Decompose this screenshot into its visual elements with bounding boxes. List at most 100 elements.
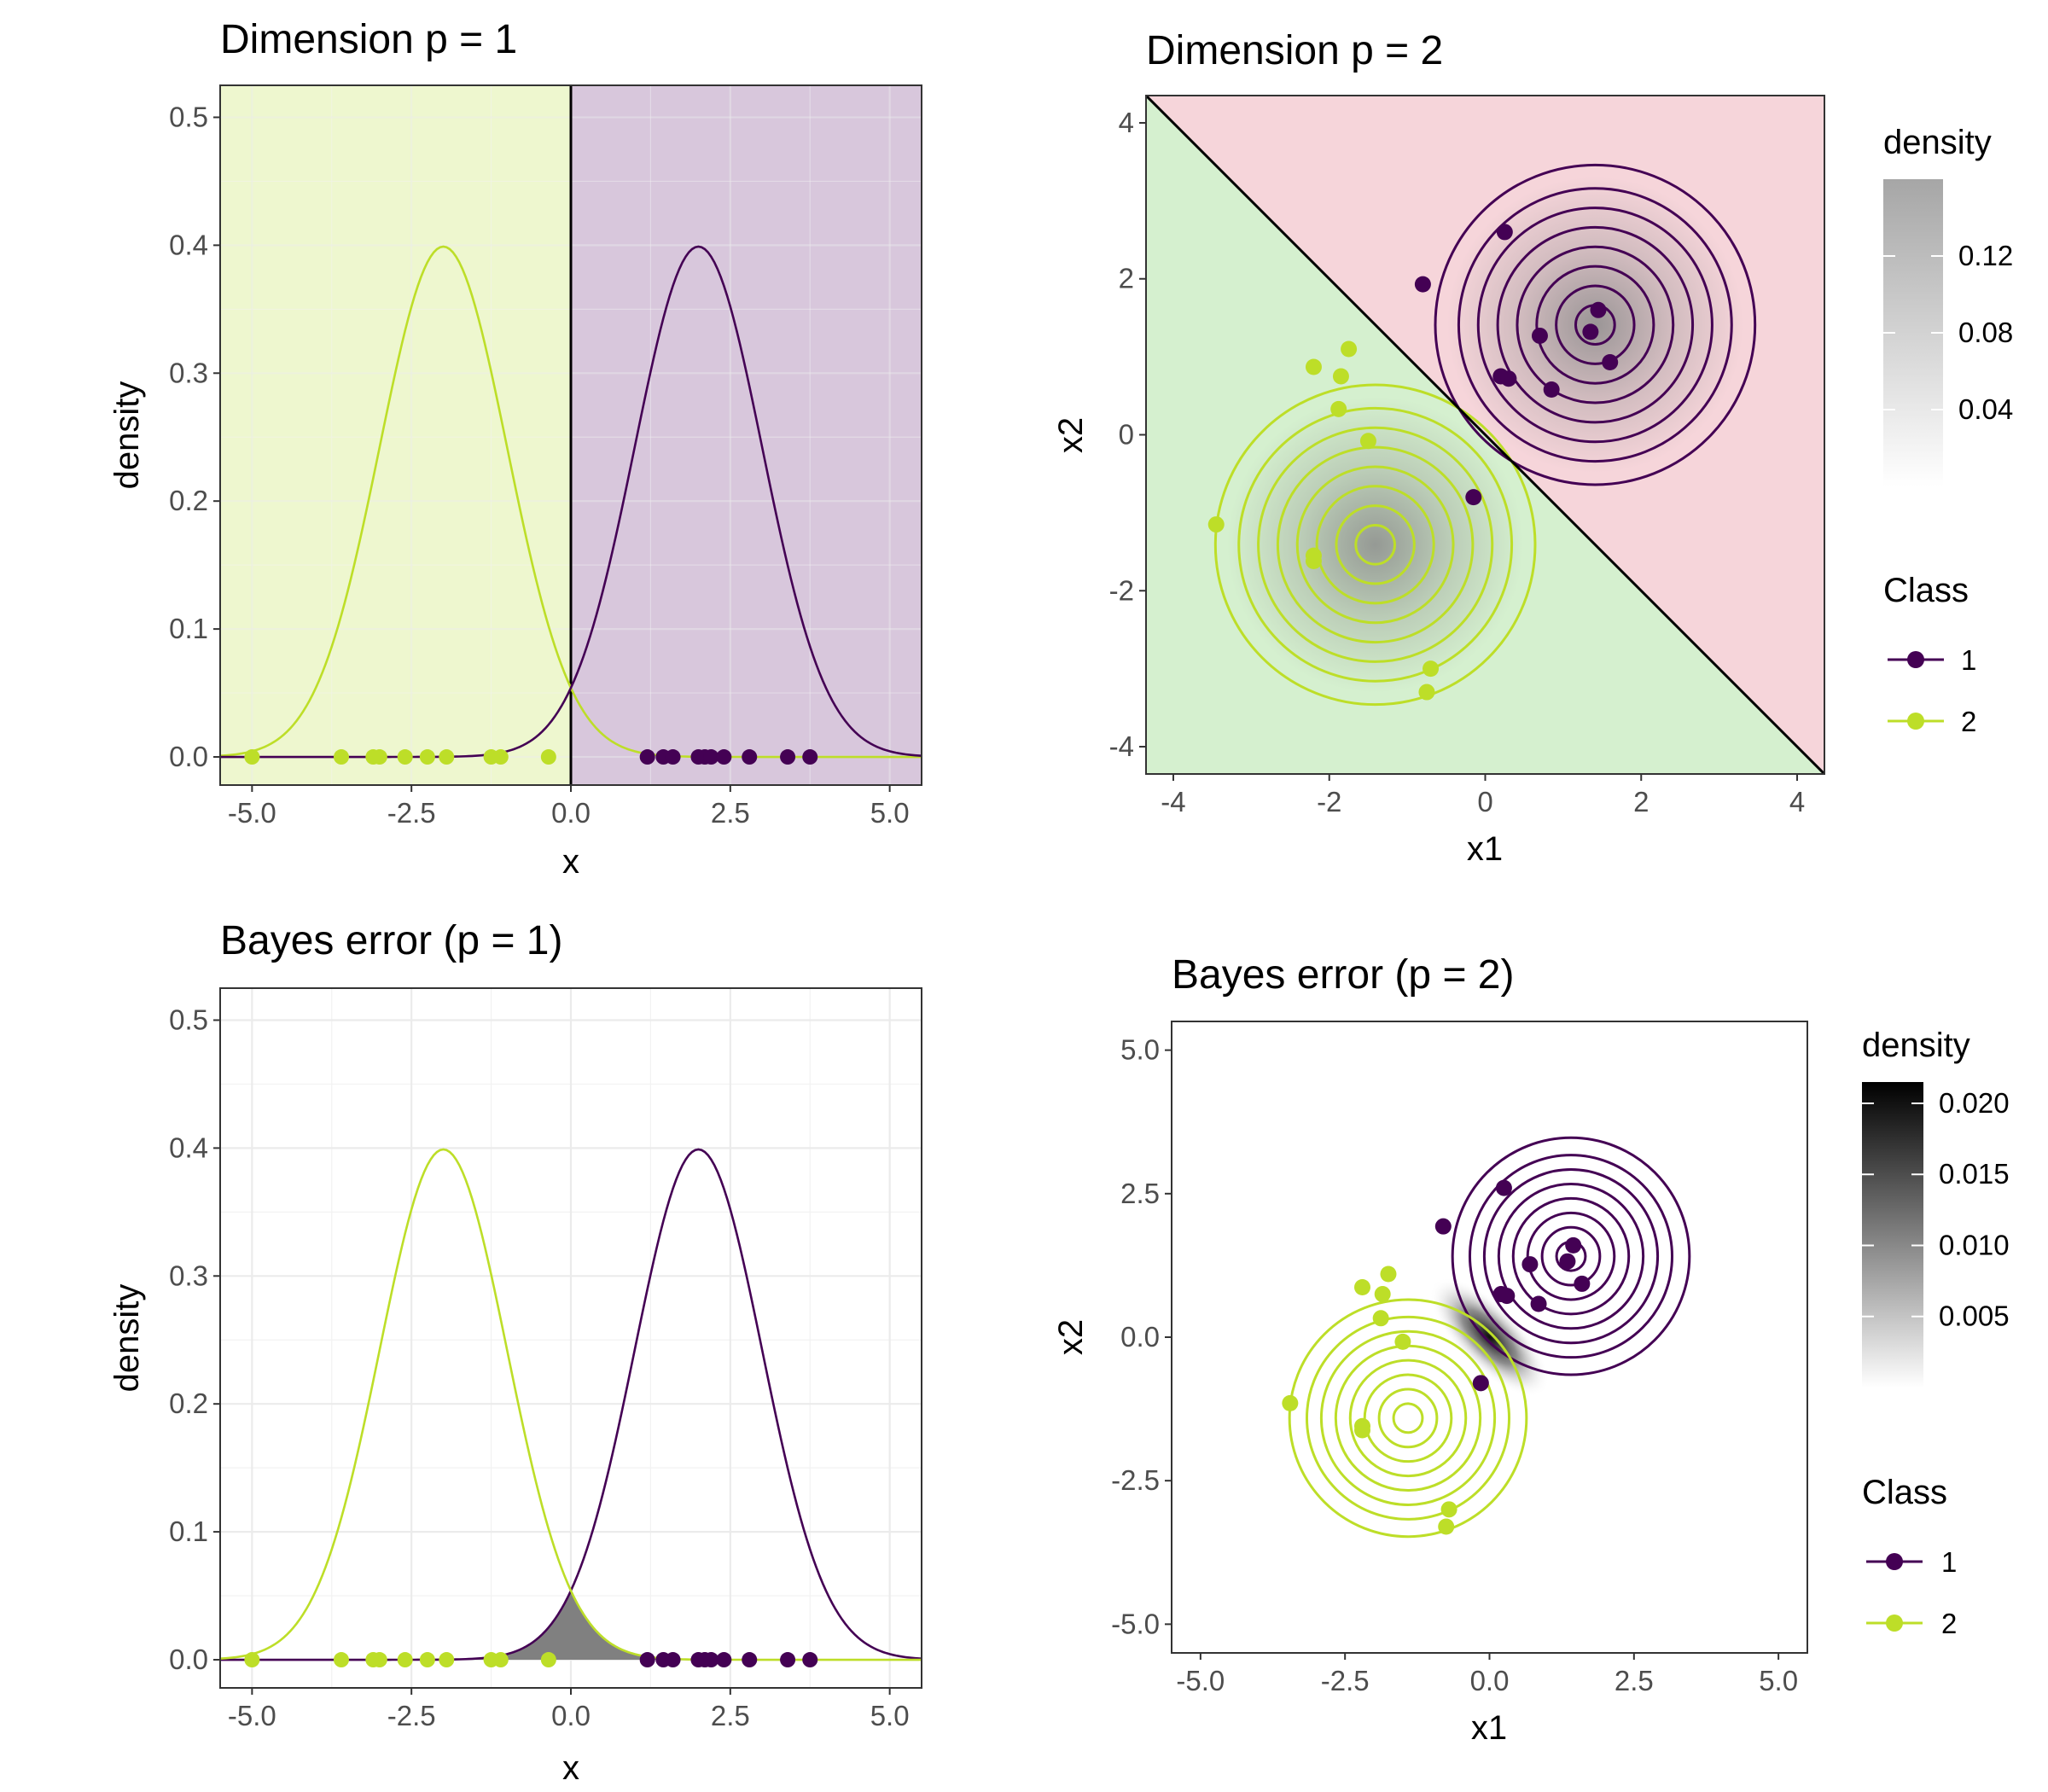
contour-ring-class2-p4 — [1319, 1329, 1497, 1506]
y-tick-label-p3: 0.2 — [169, 1388, 208, 1419]
data-point-class1-p2 — [1465, 489, 1482, 506]
data-point-class2-p2 — [1341, 340, 1358, 358]
data-point-class2-p3 — [397, 1652, 413, 1668]
decision-region-class2-p1 — [220, 85, 571, 785]
contour-ring-class2-p2 — [1315, 485, 1435, 605]
data-point-class1-p1 — [780, 749, 796, 765]
x-tick-label-p3: 5.0 — [870, 1700, 910, 1731]
panel-p3: Bayes error (p = 1) -5.0 -2.5 0.0 2.5 5.0 0.0… — [108, 918, 922, 1787]
data-point-class1-p4 — [1498, 1288, 1516, 1305]
bayes-error-area-p3 — [468, 1591, 673, 1661]
contour-ring-class2-p4 — [1363, 1373, 1453, 1463]
y-axis-label-p3: density — [108, 1284, 146, 1393]
data-point-class2-p4 — [1374, 1286, 1391, 1303]
axes-p1: -5.0 -2.5 0.0 2.5 5.0 0.0 0.1 0.2 0.3 0.4 0.5 — [169, 101, 909, 829]
data-point-class1-p2 — [1500, 370, 1517, 387]
x-tick-label-p4: 0.0 — [1470, 1665, 1510, 1696]
data-point-class1-p3 — [780, 1652, 796, 1668]
data-point-class1-p3 — [742, 1652, 758, 1668]
y-tick-label-p2: -2 — [1109, 574, 1134, 606]
y-tick-label-p3: 0.1 — [169, 1516, 208, 1547]
class-legend-title-p2: Class — [1883, 572, 1969, 609]
legend-key-point-class2-p4 — [1886, 1615, 1903, 1632]
contour-ring-class2-p2 — [1257, 426, 1494, 663]
x-tick-label-p4: -2.5 — [1321, 1665, 1370, 1696]
y-tick-label-p3: 0.4 — [169, 1132, 208, 1163]
x-tick-label-p3: 0.0 — [551, 1700, 591, 1731]
contour-ring-class2-p2 — [1213, 383, 1537, 707]
data-point-class2-p3 — [419, 1652, 435, 1668]
data-point-class2-p4 — [1282, 1394, 1299, 1411]
data-point-class1-p1 — [742, 749, 758, 765]
data-point-class2-p3 — [439, 1652, 455, 1668]
data-point-class1-p2 — [1582, 323, 1599, 340]
panel-p1: Dimension p = 1 -5.0 -2.5 0.0 2.5 5.0 0.0 0.1 0… — [108, 17, 922, 881]
chart-title-p2: Dimension p = 2 — [1146, 28, 1443, 73]
data-point-class1-p4 — [1565, 1236, 1582, 1254]
contour-ring-class1-p2 — [1555, 284, 1636, 365]
data-point-class2-p2 — [1359, 433, 1376, 450]
x-tick-label-p1: 2.5 — [711, 797, 750, 829]
x-axis-label-p3: x — [562, 1749, 579, 1787]
class-legend-p4: Class 1 2 — [1862, 1474, 1957, 1639]
y-axis-label-p2: x2 — [1052, 417, 1090, 453]
data-point-class2-p3 — [333, 1652, 349, 1668]
data-point-class1-p1 — [703, 749, 719, 765]
y-tick-label-p4: -5.0 — [1111, 1608, 1160, 1639]
data-point-class2-p1 — [540, 749, 556, 765]
plot-area-p2 — [1146, 96, 1824, 774]
data-point-class2-p1 — [371, 749, 387, 765]
data-point-class1-p4 — [1495, 1179, 1512, 1196]
x-tick-label-p1: 0.0 — [551, 797, 591, 829]
decision-region-class1-p1 — [571, 85, 922, 785]
data-point-class2-p2 — [1305, 553, 1322, 570]
chart-title-p1: Dimension p = 1 — [220, 17, 517, 62]
data-point-class2-p1 — [244, 749, 260, 765]
plot-area-p3 — [220, 988, 922, 1688]
data-point-class2-p2 — [1418, 684, 1435, 701]
legend-label-class1-p2: 1 — [1961, 644, 1976, 676]
data-point-class2-p2 — [1423, 660, 1440, 678]
y-tick-label-p1: 0.2 — [169, 485, 208, 516]
contour-ring-class1-p2 — [1535, 265, 1655, 385]
data-point-class1-p1 — [665, 749, 681, 765]
contour-ring-class2-p2 — [1354, 524, 1396, 566]
y-tick-label-p1: 0.5 — [169, 101, 208, 132]
x-tick-label-p2: 0 — [1477, 786, 1492, 817]
data-point-class1-p1 — [639, 749, 655, 765]
data-point-class1-p2 — [1531, 327, 1548, 344]
y-tick-label-p3: 0.3 — [169, 1260, 208, 1291]
data-point-class1-p4 — [1530, 1295, 1547, 1312]
data-point-class1-p4 — [1574, 1275, 1591, 1292]
x-tick-label-p1: -2.5 — [387, 797, 436, 829]
y-tick-label-p1: 0.0 — [169, 741, 208, 772]
data-point-class2-p2 — [1332, 368, 1349, 385]
density-legend-label-p4: 0.020 — [1939, 1087, 2010, 1119]
data-point-class1-p2 — [1602, 354, 1619, 371]
y-tick-label-p4: 0.0 — [1120, 1321, 1160, 1353]
data-point-class2-p2 — [1305, 358, 1322, 375]
y-tick-label-p4: -2.5 — [1111, 1464, 1160, 1496]
contour-ring-class2-p2 — [1276, 445, 1475, 644]
bayes-error-density-p4 — [1429, 1277, 1550, 1397]
plot-area-p4 — [1282, 1136, 1691, 1539]
data-point-class1-p2 — [1414, 276, 1431, 293]
x-axis-label-p2: x1 — [1467, 830, 1503, 868]
axes-p3: -5.0 -2.5 0.0 2.5 5.0 0.0 0.1 0.2 0.3 0.4 0.5 — [169, 1004, 909, 1731]
contour-ring-class2-p4 — [1377, 1388, 1439, 1449]
density-legend-label-p2: 0.04 — [1958, 393, 2013, 425]
contour-ring-class2-p2 — [1237, 406, 1514, 683]
decision-boundary-p2 — [1146, 96, 1824, 774]
data-point-class2-p2 — [1207, 516, 1225, 533]
contour-ring-class2-p2 — [1295, 465, 1455, 625]
y-tick-label-p1: 0.1 — [169, 613, 208, 644]
contour-ring-class2-p4 — [1334, 1344, 1482, 1492]
data-point-class2-p3 — [540, 1652, 556, 1668]
contour-ring-class2-p2 — [1335, 504, 1416, 585]
y-tick-label-p2: 0 — [1119, 419, 1134, 451]
panel-p2: Dimension p = 2 -4 -2 0 2 4 -4 -2 0 2 4 x1 x2 den… — [1052, 28, 2013, 868]
contour-ring-class2-p4 — [1392, 1402, 1424, 1434]
data-point-class1-p1 — [802, 749, 818, 765]
x-tick-label-p3: -5.0 — [228, 1700, 276, 1731]
